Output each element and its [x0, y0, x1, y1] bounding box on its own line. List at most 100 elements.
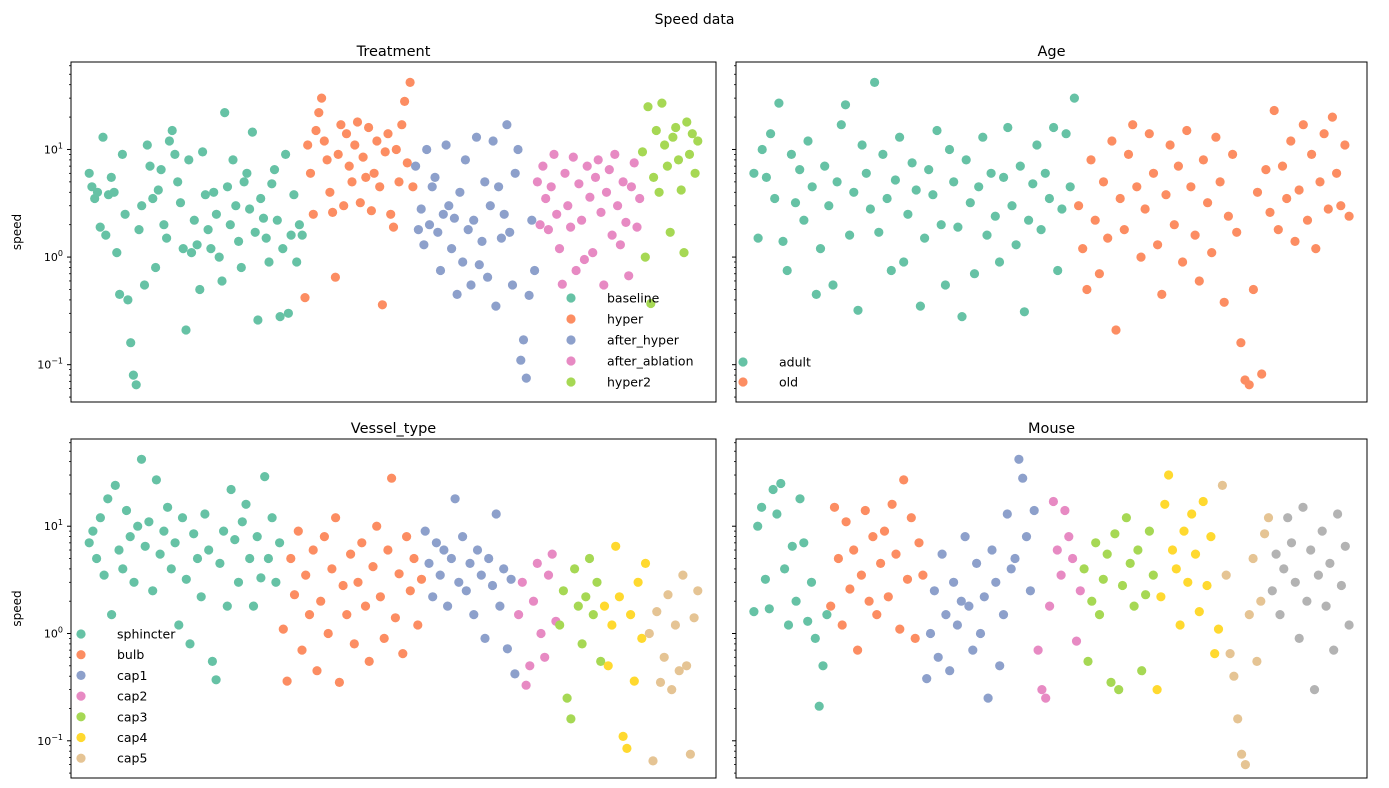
data-point	[1215, 177, 1225, 187]
data-point	[952, 620, 963, 630]
data-point	[690, 168, 700, 178]
data-point	[435, 265, 446, 276]
data-point	[230, 535, 240, 545]
data-point	[994, 257, 1005, 267]
data-point	[879, 526, 890, 536]
data-point	[1298, 502, 1308, 512]
data-point	[1086, 155, 1096, 165]
legend-label: cap1	[117, 668, 147, 683]
data-point	[471, 132, 482, 142]
data-point	[652, 607, 662, 617]
data-point	[413, 620, 423, 630]
data-point	[129, 577, 139, 587]
data-point	[1206, 532, 1216, 542]
data-point	[833, 553, 844, 564]
data-point	[1248, 284, 1258, 295]
data-point	[1129, 601, 1139, 611]
data-point	[136, 454, 147, 464]
data-point	[325, 187, 335, 197]
data-point	[148, 193, 158, 204]
data-point	[1098, 574, 1108, 584]
data-point	[1045, 601, 1055, 611]
data-point	[502, 120, 512, 130]
data-point	[1068, 553, 1078, 564]
data-point	[818, 661, 828, 671]
legend-label: baseline	[607, 291, 660, 306]
y-tick-label: 10−1	[37, 733, 63, 748]
data-point	[177, 513, 188, 523]
data-point	[1165, 140, 1175, 150]
data-point	[790, 198, 801, 208]
data-point	[247, 127, 257, 137]
data-point	[1144, 129, 1154, 139]
data-point	[402, 158, 412, 168]
data-point	[562, 693, 572, 703]
data-point	[189, 529, 199, 539]
data-point	[173, 177, 183, 187]
data-point	[668, 132, 678, 142]
data-point	[899, 257, 909, 267]
data-point	[1087, 596, 1097, 606]
data-point	[368, 562, 378, 572]
data-point	[380, 147, 390, 157]
data-point	[447, 244, 457, 254]
data-point	[1257, 369, 1267, 379]
data-point	[327, 564, 337, 574]
data-point	[1167, 545, 1178, 555]
data-point	[189, 215, 199, 225]
subplot-title: Vessel_type	[351, 421, 436, 437]
data-point	[140, 541, 150, 551]
data-point	[868, 532, 878, 542]
data-point	[422, 144, 432, 155]
data-point	[433, 227, 443, 237]
legend-marker	[76, 732, 86, 743]
data-point	[204, 545, 214, 555]
data-point	[1267, 586, 1277, 596]
data-point	[532, 177, 543, 187]
data-point	[1194, 607, 1204, 617]
data-point	[174, 620, 184, 630]
data-point	[1213, 624, 1224, 634]
data-point	[1015, 161, 1025, 171]
legend-marker	[76, 753, 86, 763]
data-point	[164, 136, 174, 146]
data-point	[200, 190, 210, 200]
data-point	[450, 494, 460, 504]
data-point	[336, 120, 346, 130]
data-point	[438, 209, 448, 219]
data-point	[458, 257, 468, 267]
legend: adult old	[738, 355, 811, 390]
data-point	[1182, 125, 1192, 136]
data-point	[671, 122, 681, 133]
data-point	[1277, 161, 1288, 171]
legend-label: hyper2	[607, 375, 651, 390]
data-point	[133, 521, 143, 531]
data-point	[582, 161, 592, 171]
data-point	[506, 574, 516, 584]
data-point	[286, 230, 296, 240]
data-point	[849, 545, 859, 555]
legend-label: after_ablation	[607, 354, 694, 369]
data-point	[250, 227, 260, 237]
data-point	[1121, 513, 1131, 523]
data-point	[144, 517, 154, 527]
data-point	[902, 574, 913, 584]
data-point	[613, 201, 623, 211]
data-point	[237, 517, 247, 527]
data-point	[341, 129, 352, 139]
data-point	[903, 209, 913, 219]
data-point	[878, 149, 888, 159]
data-point	[128, 370, 138, 380]
data-point	[649, 172, 659, 182]
data-point	[120, 209, 130, 219]
data-point	[398, 649, 408, 659]
data-point	[1175, 620, 1185, 630]
data-point	[1321, 601, 1331, 611]
legend-marker	[738, 357, 748, 367]
data-point	[887, 499, 897, 509]
data-point	[883, 592, 893, 602]
data-point	[557, 279, 567, 289]
data-point	[364, 656, 374, 667]
legend-label: cap5	[117, 751, 147, 766]
data-point	[314, 108, 324, 118]
